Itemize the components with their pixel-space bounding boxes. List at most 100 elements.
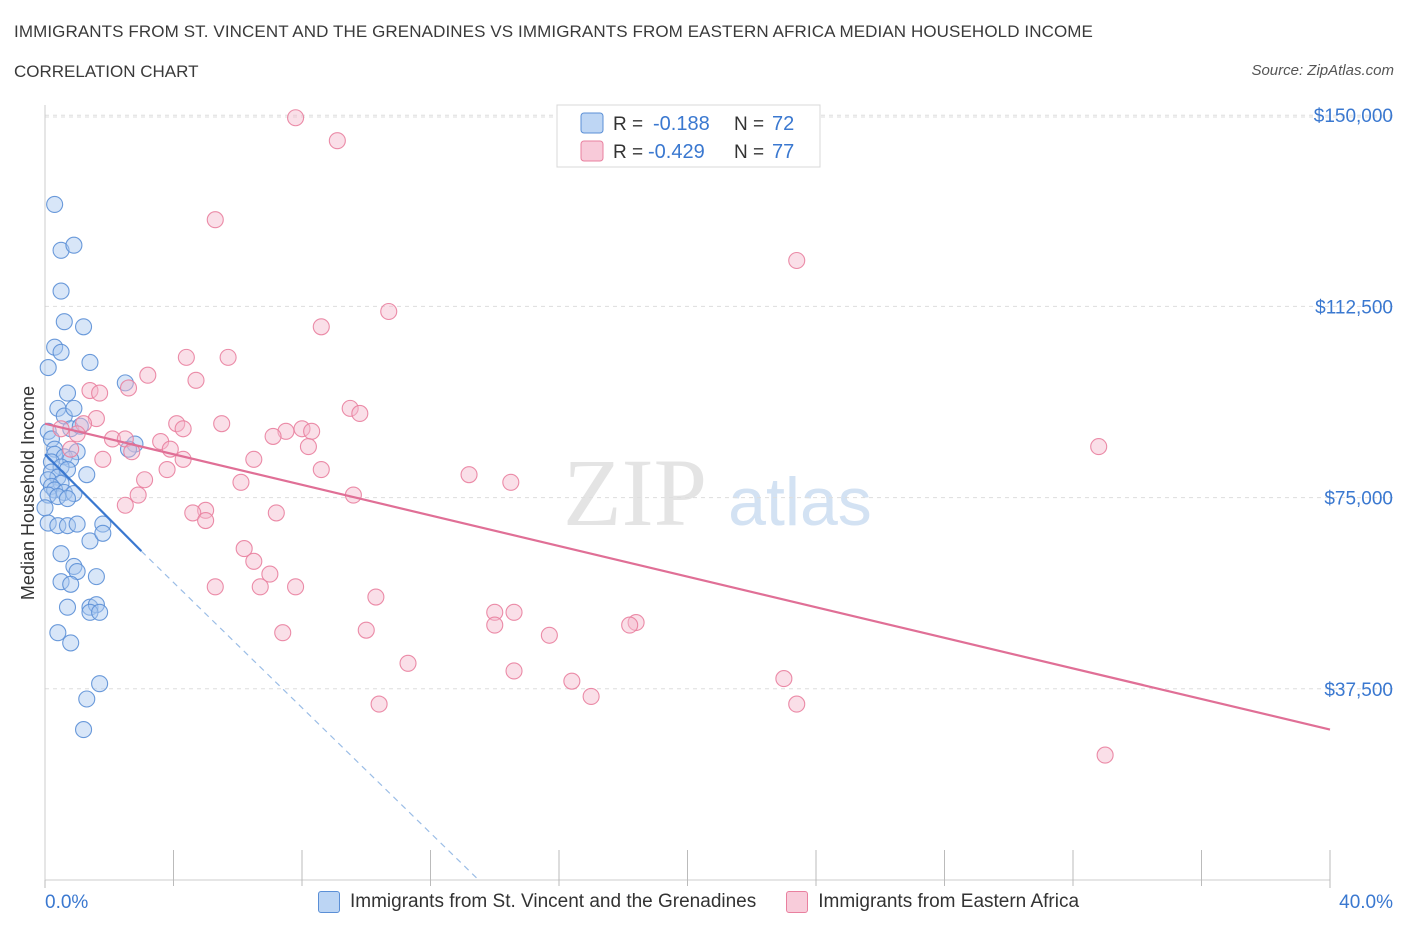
legend-n-label-blue: N = (734, 114, 764, 135)
pink-point (206, 578, 224, 596)
pink-point (502, 473, 520, 491)
blue-point (52, 573, 70, 591)
blue-point (116, 374, 134, 392)
blue-point (58, 598, 77, 616)
legend-swatch-pink (580, 140, 604, 162)
blue-point (58, 490, 77, 508)
pink-point (264, 427, 282, 445)
pink-point (788, 251, 806, 270)
pink-point (261, 565, 279, 583)
pink-point (486, 616, 504, 634)
pink-series-points (52, 109, 1114, 764)
trend-lines (44, 422, 1331, 881)
pink-point (505, 662, 523, 680)
blue-trend-extension (140, 550, 480, 881)
blue-point (65, 236, 83, 254)
blue-point (55, 313, 73, 331)
pink-point (232, 473, 250, 491)
pink-point (367, 588, 385, 606)
pink-point (197, 501, 215, 519)
axes (44, 105, 1331, 888)
tick-labels: $37,500 $75,000 $112,500 $150,000 0.0% 40.0% (45, 106, 1393, 913)
legend-swatch-blue-bottom (318, 891, 340, 913)
pink-point (1090, 438, 1108, 456)
blue-point (62, 634, 80, 652)
blue-point (46, 195, 64, 213)
blue-point (39, 514, 57, 532)
pink-point (245, 552, 263, 570)
pink-point (582, 687, 600, 705)
pink-point (287, 578, 305, 596)
pink-point (119, 379, 138, 397)
pink-point (540, 626, 558, 644)
pink-point (312, 318, 330, 336)
source-label: Source: ZipAtlas.com (1251, 62, 1394, 79)
pink-point (206, 211, 224, 229)
blue-point (68, 515, 86, 533)
y-tick-label: $37,500 (1324, 680, 1393, 701)
pink-point (312, 461, 330, 479)
pink-point (505, 603, 523, 621)
pink-point (274, 624, 292, 642)
pink-point (235, 540, 253, 558)
x-tick-label-max: 40.0% (1339, 892, 1393, 913)
pink-point (775, 670, 793, 688)
blue-point (65, 399, 83, 417)
legend-r-value-pink: -0.429 (648, 141, 705, 163)
pink-point (158, 461, 176, 479)
watermark: ZIP atlas (563, 439, 872, 546)
x-tick-label-min: 0.0% (45, 892, 88, 913)
blue-point (49, 624, 67, 642)
series-legend: Immigrants from St. Vincent and the Gren… (318, 888, 1109, 916)
legend-r-value-blue: -0.188 (653, 113, 710, 135)
pink-point (174, 420, 192, 438)
pink-point (287, 109, 305, 127)
blue-point (81, 353, 99, 372)
pink-point (219, 348, 237, 366)
pink-point (380, 302, 398, 321)
pink-point (68, 425, 86, 443)
legend-item-blue: Immigrants from St. Vincent and the Gren… (318, 891, 756, 913)
pink-point (328, 132, 346, 150)
legend-item-pink: Immigrants from Eastern Africa (786, 891, 1079, 913)
pink-trend-line (44, 422, 1331, 731)
pink-point (187, 371, 205, 389)
pink-point (139, 366, 157, 384)
blue-point (91, 675, 109, 693)
blue-point (58, 384, 77, 402)
legend-swatch-blue (580, 112, 604, 134)
pink-point (184, 504, 202, 522)
legend-r-label-pink: R = (613, 142, 643, 163)
blue-point (36, 499, 54, 517)
blue-point (87, 568, 105, 586)
pink-point (460, 466, 478, 484)
blue-point (78, 466, 96, 484)
blue-point (75, 721, 93, 739)
pink-point (81, 381, 99, 400)
pink-point (116, 496, 134, 514)
blue-point (52, 545, 70, 563)
blue-trend-line (44, 453, 143, 552)
watermark-zip: ZIP (563, 439, 707, 546)
blue-point (81, 532, 99, 550)
pink-point (213, 415, 231, 433)
pink-point (277, 422, 295, 440)
blue-point (52, 282, 70, 300)
y-tick-label: $75,000 (1324, 489, 1393, 510)
blue-point (78, 690, 96, 708)
pink-point (351, 404, 369, 423)
pink-point (303, 422, 321, 440)
gridlines (45, 114, 1395, 690)
blue-point (49, 517, 67, 535)
blue-point (39, 359, 57, 377)
blue-point (65, 557, 83, 575)
pink-point (341, 399, 359, 417)
pink-point (1096, 746, 1114, 764)
legend-n-value-blue: 72 (772, 113, 794, 135)
pink-point (87, 410, 105, 428)
blue-series-points (36, 195, 144, 739)
legend-swatch-pink-bottom (786, 891, 809, 913)
y-axis-label: Median Household Income (18, 386, 38, 600)
pink-point (75, 415, 93, 433)
